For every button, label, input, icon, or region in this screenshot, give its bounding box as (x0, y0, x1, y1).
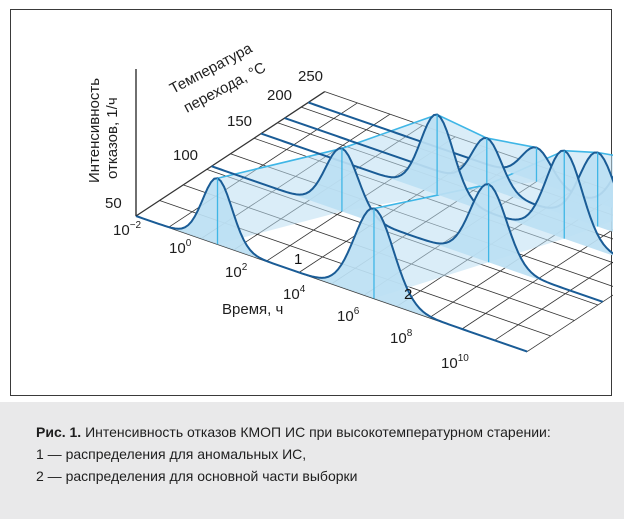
distribution-curve (135, 177, 528, 353)
distribution-curve (284, 117, 613, 209)
y-axis-label-line1: Интенсивность (86, 78, 103, 183)
caption-title: Интенсивность отказов КМОП ИС при высоко… (85, 424, 551, 440)
time-tick-exponent: 10 (458, 353, 470, 364)
peak-connector-line (436, 113, 488, 139)
time-tick-base: 10 (225, 264, 242, 281)
distribution-fill (211, 148, 603, 302)
figure-caption: Рис. 1. Интенсивность отказов КМОП ИС пр… (0, 402, 624, 519)
caption-item-1: 1 — распределения для аномальных ИС, (36, 446, 307, 462)
temperature-tick-200: 200 (267, 87, 292, 104)
time-tick-exponent: −2 (130, 220, 142, 231)
caption-item-2: 2 — распределения для основной части выб… (36, 468, 358, 484)
distribution-fill (136, 178, 528, 352)
time-tick-exponent: 2 (242, 262, 248, 273)
grid-line-time (135, 91, 326, 217)
time-tick-base: 10 (283, 286, 300, 303)
time-tick-base: 10 (441, 355, 458, 372)
time-tick-base: 10 (337, 308, 354, 325)
peak-connector-ribbon (217, 148, 342, 245)
caption-prefix: Рис. 1. (36, 424, 82, 440)
y-axis-label-line2: отказов, 1/ч (104, 97, 121, 179)
peak-connector-line (373, 183, 489, 210)
distribution-curve (211, 147, 604, 303)
time-tick-base: 10 (169, 240, 186, 257)
temperature-tick-50: 50 (105, 195, 122, 212)
time-tick-1e6: 106 (337, 306, 360, 325)
time-tick-1e2: 102 (225, 262, 248, 281)
grid-line-time (494, 261, 613, 341)
peak-label-anomalous: 1 (294, 251, 302, 268)
temperature-tick-250: 250 (298, 68, 323, 85)
temperature-tick-100: 100 (173, 147, 198, 164)
time-tick-exponent: 0 (186, 238, 192, 249)
time-tick-1e10: 1010 (441, 353, 469, 372)
peak-label-main: 2 (404, 286, 412, 303)
figure-frame: Интенсивность отказов, 1/ч Температура п… (10, 9, 613, 396)
time-tick-1e4: 104 (283, 284, 306, 303)
distribution-curves (135, 101, 613, 353)
time-tick-base: 10 (390, 330, 407, 347)
distribution-curve (260, 113, 613, 255)
grid-line-time (526, 294, 613, 352)
peak-connector-line (564, 149, 598, 154)
time-tick-1e8: 108 (390, 328, 413, 347)
time-tick-1e-2: 10−2 (113, 220, 142, 239)
time-tick-base: 10 (113, 222, 130, 239)
failure-rate-3d-chart: Интенсивность отказов, 1/ч Температура п… (86, 40, 613, 372)
time-tick-exponent: 4 (300, 284, 306, 295)
time-tick-exponent: 6 (354, 306, 360, 317)
caption-title-line: Рис. 1. Интенсивность отказов КМОП ИС пр… (36, 424, 551, 440)
temperature-tick-150: 150 (227, 113, 252, 130)
peak-connector-line (486, 137, 537, 149)
time-axis-label: Время, ч (222, 301, 283, 318)
time-tick-exponent: 8 (407, 328, 413, 339)
grid-line-time (461, 229, 613, 330)
time-tick-1e0: 100 (169, 238, 192, 257)
peak-connector-line (597, 151, 613, 157)
